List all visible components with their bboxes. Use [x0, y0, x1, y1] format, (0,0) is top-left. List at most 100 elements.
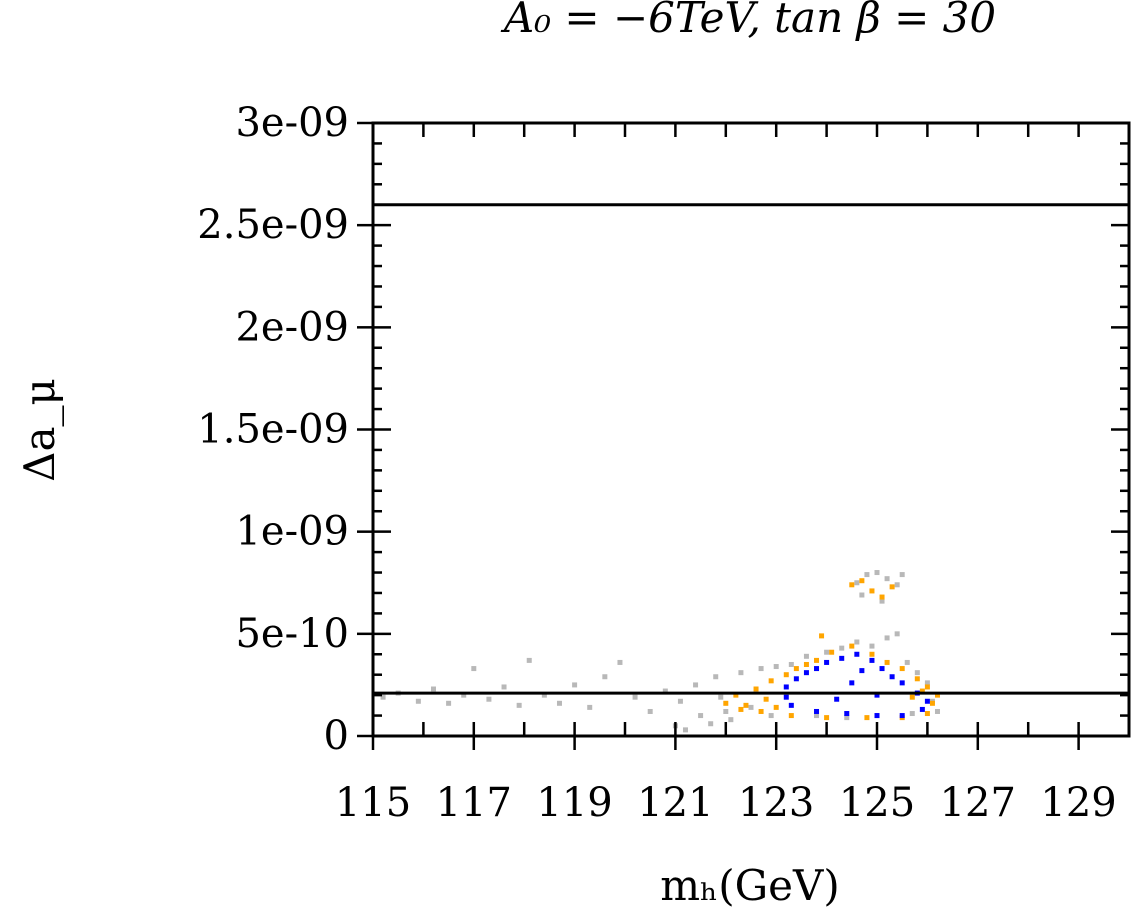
series-2: [783, 651, 930, 719]
data-point: [662, 688, 668, 694]
data-point: [854, 639, 860, 645]
data-point: [879, 594, 885, 600]
data-point: [864, 572, 870, 578]
data-point: [708, 721, 714, 727]
data-point: [753, 686, 759, 692]
data-point: [819, 633, 825, 639]
data-point: [844, 715, 850, 721]
data-point: [814, 708, 820, 714]
data-point: [839, 645, 845, 651]
data-point: [859, 578, 865, 584]
data-point: [556, 700, 562, 706]
data-point: [814, 666, 820, 672]
y-tick-label: 2.5e-09: [197, 202, 349, 248]
data-point: [834, 696, 840, 702]
data-point: [783, 684, 789, 690]
data-point: [738, 706, 744, 712]
data-point: [743, 702, 749, 708]
data-point: [909, 694, 915, 700]
data-point: [904, 659, 910, 665]
reference-lines: [373, 203, 1129, 695]
data-point: [899, 666, 905, 672]
data-point: [430, 686, 436, 692]
data-point: [874, 570, 880, 576]
x-tick-label: 115: [335, 780, 411, 826]
data-point: [914, 676, 920, 682]
data-point: [814, 713, 820, 719]
data-point: [526, 657, 532, 663]
y-tick-labels: 0 5e-10 1e-09 1.5e-09 2e-09 2.5e-09 3e-09: [197, 100, 349, 759]
plot-frame: [371, 121, 1131, 738]
x-tick-label: 121: [637, 780, 713, 826]
data-point: [934, 708, 940, 714]
data-point: [899, 572, 905, 578]
data-point: [788, 713, 794, 719]
series-1: [723, 578, 940, 721]
data-point: [849, 582, 855, 588]
data-point: [869, 643, 875, 649]
data-points: [380, 570, 940, 733]
data-point: [844, 711, 850, 717]
data-point: [884, 576, 890, 582]
data-point: [924, 698, 930, 704]
data-point: [758, 708, 764, 714]
data-point: [788, 702, 794, 708]
x-tick-label: 117: [436, 780, 512, 826]
data-point: [682, 727, 688, 733]
data-point: [733, 692, 739, 698]
data-point: [874, 692, 880, 698]
data-point: [461, 692, 467, 698]
data-point: [783, 672, 789, 678]
data-point: [824, 649, 830, 655]
data-point: [541, 692, 547, 698]
x-tick-labels: 115 117 119 121 123 125 127 129: [335, 780, 1117, 826]
data-point: [879, 666, 885, 672]
data-point: [768, 678, 774, 684]
data-point: [788, 661, 794, 667]
data-point: [924, 711, 930, 717]
data-point: [380, 694, 386, 700]
data-point: [854, 580, 860, 586]
data-point: [486, 696, 492, 702]
data-point: [415, 698, 421, 704]
data-point: [824, 715, 830, 721]
data-point: [849, 680, 855, 686]
chart-title: A₀ = −6TeV, tan β = 30: [500, 0, 996, 42]
data-point: [814, 657, 820, 663]
data-point: [854, 651, 860, 657]
data-point: [803, 670, 809, 676]
data-point: [783, 694, 789, 700]
data-point: [768, 713, 774, 719]
data-point: [859, 592, 865, 598]
data-point: [501, 684, 507, 690]
data-point: [824, 659, 830, 665]
data-point: [884, 635, 890, 641]
data-point: [718, 694, 724, 700]
x-tick-label: 123: [738, 780, 814, 826]
data-point: [889, 584, 895, 590]
x-tick-label: 127: [940, 780, 1016, 826]
data-point: [471, 666, 477, 672]
data-point: [677, 698, 683, 704]
data-point: [839, 655, 845, 661]
data-point: [723, 708, 729, 714]
data-point: [869, 588, 875, 594]
x-tick-label: 119: [536, 780, 612, 826]
data-point: [869, 657, 875, 663]
data-point: [516, 702, 522, 708]
y-tick-label: 5e-10: [235, 611, 349, 657]
data-point: [632, 694, 638, 700]
data-point: [748, 704, 754, 710]
data-point: [929, 700, 935, 706]
series-0: [380, 570, 940, 733]
y-tick-label: 2e-09: [235, 304, 349, 350]
data-point: [934, 692, 940, 698]
plot-area: [357, 121, 1131, 750]
y-tick-label: 0: [324, 713, 349, 759]
data-point: [919, 706, 925, 712]
data-point: [698, 713, 704, 719]
data-point: [849, 643, 855, 649]
data-point: [587, 704, 593, 710]
data-point: [829, 649, 835, 655]
data-point: [728, 717, 734, 723]
